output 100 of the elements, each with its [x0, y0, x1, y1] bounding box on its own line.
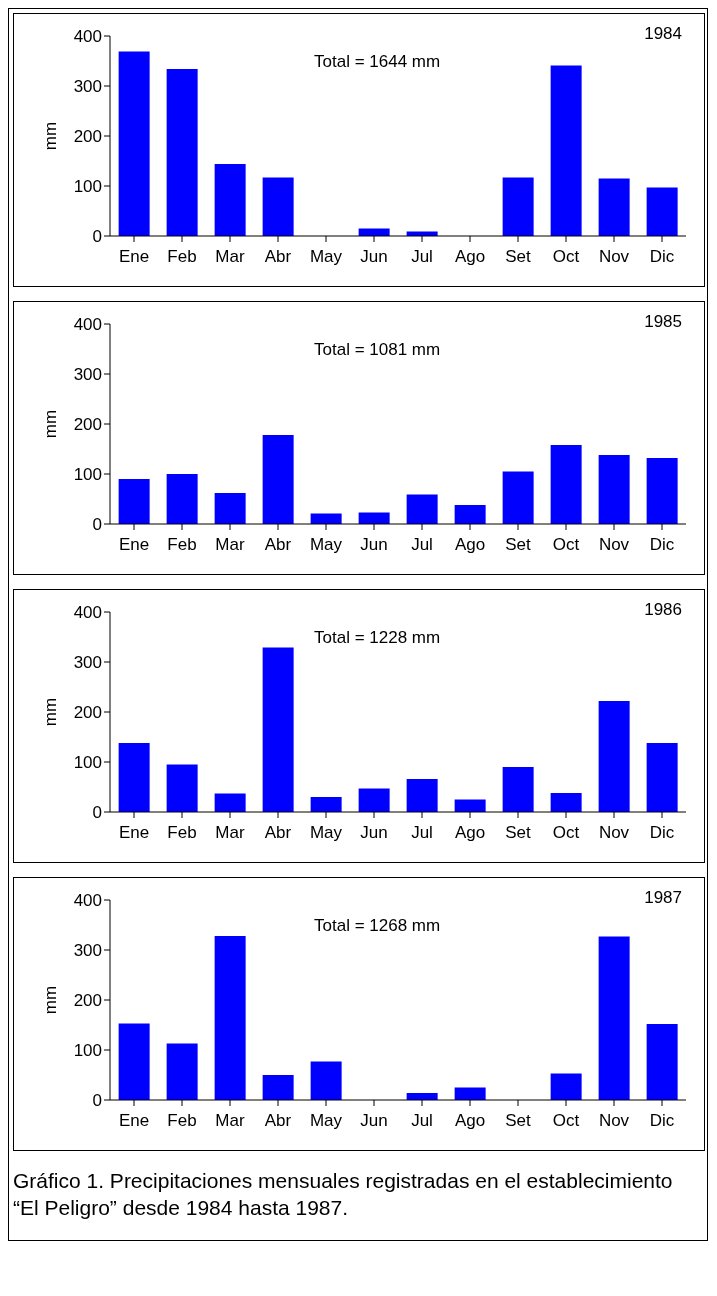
- x-tick-label: Oct: [552, 1111, 580, 1131]
- y-tick-label: 0: [92, 803, 102, 823]
- bar: [502, 177, 534, 236]
- x-tick-label: Jul: [411, 247, 433, 267]
- x-tick-label: Set: [505, 247, 532, 267]
- annotation: Total = 1081 mm: [314, 340, 441, 360]
- x-tick-label: Ago: [454, 535, 486, 555]
- bar: [166, 69, 198, 236]
- x-tick-label: Feb: [167, 1111, 197, 1131]
- text: Gráfico 1. Precipitaciones mensuales registradas en el establecimiento “El Peligro” desde 1984 hasta 1987.: [13, 1168, 674, 1222]
- x-tick-label: Jun: [360, 247, 388, 267]
- y-tick-label: 200: [73, 415, 102, 435]
- x-tick-label: Ene: [118, 823, 150, 843]
- bar: [502, 471, 534, 524]
- x-tick-label: Mar: [215, 823, 245, 843]
- bar: [262, 1075, 294, 1100]
- bar: [214, 936, 246, 1100]
- x-tick-label: Oct: [552, 823, 580, 843]
- bar: [454, 505, 486, 524]
- bar: [310, 797, 342, 812]
- bar: [262, 647, 294, 812]
- bar: [550, 793, 582, 812]
- chart-title: 1986: [644, 600, 682, 620]
- x-tick-label: Ene: [118, 1111, 150, 1131]
- bar: [310, 1061, 342, 1100]
- bar: [646, 458, 678, 524]
- y-tick-label: 100: [73, 753, 102, 773]
- bar: [550, 1073, 582, 1100]
- chart-title: 1984: [644, 24, 682, 44]
- x-tick-label: Nov: [598, 1111, 630, 1131]
- bar: [118, 743, 150, 812]
- x-tick-label: Dic: [649, 535, 675, 555]
- bar: [118, 51, 150, 236]
- x-tick-label: Mar: [215, 535, 245, 555]
- bar: [502, 767, 534, 812]
- x-tick-label: May: [309, 823, 343, 843]
- annotation: Total = 1644 mm: [314, 52, 441, 72]
- x-tick-label: Ago: [454, 1111, 486, 1131]
- bar: [262, 177, 294, 236]
- x-tick-label: Abr: [264, 535, 292, 555]
- bar: [358, 788, 390, 812]
- x-tick-label: Jun: [360, 535, 388, 555]
- bar: [550, 445, 582, 524]
- bar: [118, 479, 150, 524]
- bar: [214, 793, 246, 812]
- x-tick-label: Feb: [167, 535, 197, 555]
- y-tick-label: 200: [73, 991, 102, 1011]
- y-tick-label: 100: [73, 177, 102, 197]
- y-tick-label: 400: [73, 891, 102, 911]
- x-tick-label: Abr: [264, 247, 292, 267]
- bar: [214, 164, 246, 236]
- bar: [598, 455, 630, 524]
- y-tick-label: 400: [73, 603, 102, 623]
- bar: [406, 494, 438, 524]
- annotation: Total = 1268 mm: [314, 916, 441, 936]
- x-tick-label: Nov: [598, 823, 630, 843]
- y-tick-label: 300: [73, 77, 102, 97]
- y-tick-label: 400: [73, 315, 102, 335]
- bar: [166, 474, 198, 524]
- bar: [646, 187, 678, 236]
- x-tick-label: Jul: [411, 1111, 433, 1131]
- x-tick-label: Mar: [215, 1111, 245, 1131]
- x-tick-label: May: [309, 247, 343, 267]
- y-tick-label: 100: [73, 1041, 102, 1061]
- y-tick-label: 300: [73, 653, 102, 673]
- bar: [646, 1024, 678, 1100]
- y-tick-label: 0: [92, 227, 102, 247]
- chart-title: 1987: [644, 888, 682, 908]
- bar: [262, 435, 294, 524]
- x-tick-label: Nov: [598, 535, 630, 555]
- x-tick-label: Ago: [454, 823, 486, 843]
- x-tick-label: Mar: [215, 247, 245, 267]
- bar: [550, 65, 582, 236]
- bar: [406, 779, 438, 812]
- bar: [166, 1043, 198, 1100]
- bar: [598, 936, 630, 1100]
- x-tick-label: Dic: [649, 1111, 675, 1131]
- y-axis-title: mm: [41, 697, 61, 727]
- x-tick-label: Ago: [454, 247, 486, 267]
- bar: [646, 743, 678, 812]
- y-tick-label: 300: [73, 365, 102, 385]
- y-tick-label: 200: [73, 127, 102, 147]
- y-tick-label: 300: [73, 941, 102, 961]
- bar: [166, 764, 198, 812]
- x-tick-label: Ene: [118, 247, 150, 267]
- y-axis-title: mm: [41, 409, 61, 439]
- x-tick-label: Oct: [552, 247, 580, 267]
- x-tick-label: Abr: [264, 823, 292, 843]
- x-tick-label: Set: [505, 1111, 532, 1131]
- x-tick-label: Set: [505, 535, 532, 555]
- x-tick-label: Abr: [264, 1111, 292, 1131]
- x-tick-label: Jun: [360, 823, 388, 843]
- x-tick-label: Jul: [411, 535, 433, 555]
- bar: [214, 493, 246, 524]
- y-axis-title: mm: [41, 985, 61, 1015]
- chart-title: 1985: [644, 312, 682, 332]
- x-tick-label: Oct: [552, 535, 580, 555]
- x-tick-label: Nov: [598, 247, 630, 267]
- x-tick-label: Dic: [649, 823, 675, 843]
- bar: [598, 701, 630, 812]
